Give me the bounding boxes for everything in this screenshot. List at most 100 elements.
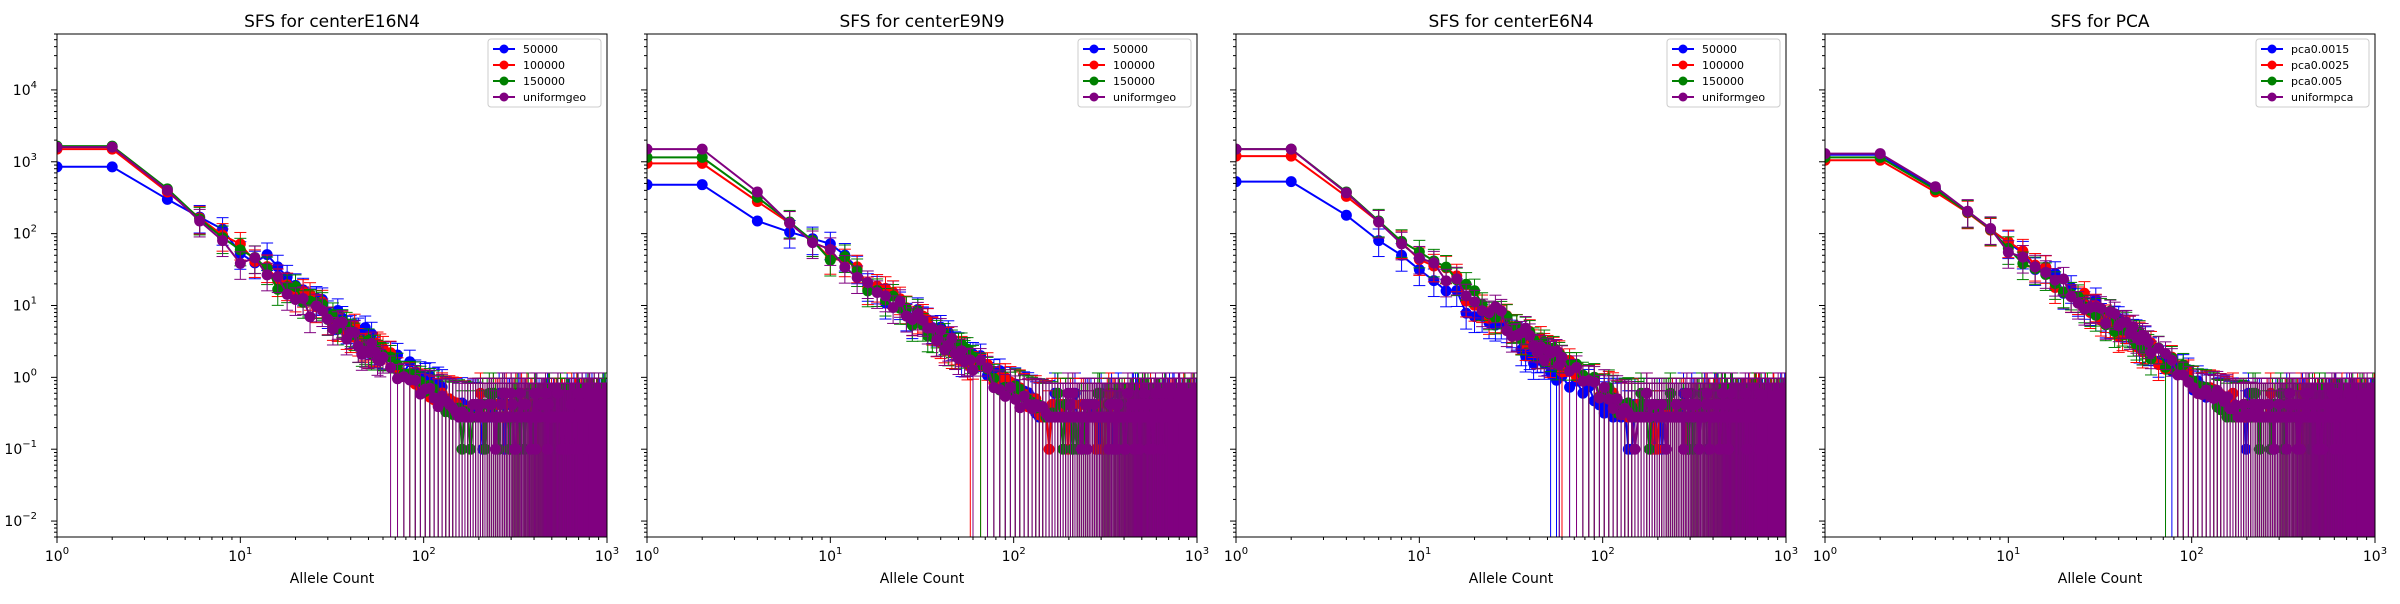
data-point bbox=[697, 179, 708, 190]
data-point bbox=[1113, 399, 1124, 410]
plot-area bbox=[52, 141, 613, 543]
plot-area bbox=[642, 144, 1203, 543]
x-tick-label: 101 bbox=[228, 546, 252, 565]
data-point bbox=[593, 388, 604, 399]
data-point bbox=[1089, 399, 1100, 410]
legend-label: 150000 bbox=[1113, 75, 1155, 88]
x-tick-label: 101 bbox=[818, 546, 842, 565]
legend-marker bbox=[500, 61, 509, 70]
data-point bbox=[272, 271, 283, 282]
legend-label: uniformgeo bbox=[523, 91, 586, 104]
data-point bbox=[107, 142, 118, 153]
chart-title: SFS for centerE9N9 bbox=[839, 12, 1004, 32]
legend-marker bbox=[500, 45, 509, 54]
x-tick-label: 102 bbox=[1002, 546, 1026, 565]
y-tick-label: 101 bbox=[13, 295, 37, 314]
legend: 50000 100000 150000 uniformgeo bbox=[1078, 39, 1191, 107]
data-point bbox=[880, 290, 891, 301]
data-point bbox=[1191, 444, 1202, 455]
data-point bbox=[410, 375, 421, 386]
data-point bbox=[377, 352, 388, 363]
x-tick-label: 103 bbox=[595, 546, 619, 565]
data-point bbox=[862, 277, 873, 288]
data-point bbox=[982, 362, 993, 373]
data-point bbox=[298, 293, 309, 304]
data-point bbox=[931, 335, 942, 346]
data-point bbox=[217, 235, 228, 246]
y-tick-label: 102 bbox=[13, 224, 37, 243]
data-point bbox=[946, 333, 957, 344]
legend-marker bbox=[500, 77, 509, 86]
x-tick-label: 102 bbox=[412, 546, 436, 565]
legend-marker bbox=[1090, 93, 1099, 102]
data-point bbox=[385, 362, 396, 373]
legend-label: uniformgeo bbox=[1113, 91, 1176, 104]
legend-label: 100000 bbox=[1113, 59, 1155, 72]
chart-panel-2: SFS for centerE9N9 100 101 102 103 Allele Cou… bbox=[635, 12, 1209, 587]
data-point bbox=[752, 215, 763, 226]
data-point bbox=[839, 262, 850, 273]
data-point bbox=[752, 186, 763, 197]
x-axis-label: Allele Count bbox=[290, 571, 375, 587]
legend-label: 50000 bbox=[1113, 43, 1148, 56]
data-point bbox=[1156, 444, 1167, 455]
data-point bbox=[495, 399, 506, 410]
data-point bbox=[1067, 388, 1078, 399]
data-point bbox=[895, 296, 906, 307]
data-point bbox=[305, 311, 316, 322]
data-point bbox=[1171, 444, 1182, 455]
data-point bbox=[935, 325, 946, 336]
data-point bbox=[967, 364, 978, 375]
data-point bbox=[322, 314, 333, 325]
data-point bbox=[543, 399, 554, 410]
series-4 bbox=[52, 142, 613, 543]
legend-marker bbox=[1090, 45, 1099, 54]
data-point bbox=[486, 399, 497, 410]
data-point bbox=[552, 388, 563, 399]
data-point bbox=[852, 272, 863, 283]
data-point bbox=[520, 399, 531, 410]
chart-title: SFS for centerE16N4 bbox=[244, 12, 420, 32]
data-point bbox=[542, 444, 553, 455]
data-point bbox=[349, 327, 360, 338]
x-tick-label: 103 bbox=[1185, 546, 1209, 565]
data-point bbox=[697, 144, 708, 155]
data-point bbox=[107, 161, 118, 172]
x-tick-label: 100 bbox=[635, 546, 659, 565]
data-point bbox=[1174, 388, 1185, 399]
y-tick-label: 10−1 bbox=[4, 439, 37, 458]
data-point bbox=[596, 444, 607, 455]
data-point bbox=[1005, 382, 1016, 393]
data-point bbox=[162, 185, 173, 196]
data-point bbox=[576, 444, 587, 455]
y-tick-label: 10−2 bbox=[4, 511, 37, 530]
data-point bbox=[593, 399, 604, 410]
data-point bbox=[1139, 388, 1150, 399]
plot-area bbox=[1231, 144, 1792, 543]
data-point bbox=[194, 215, 205, 226]
data-point bbox=[784, 218, 795, 229]
chart-title: SFS for centerE6N4 bbox=[1428, 12, 1593, 32]
data-point bbox=[825, 244, 836, 255]
legend-marker bbox=[500, 93, 509, 102]
data-point bbox=[424, 383, 435, 394]
data-point bbox=[965, 355, 976, 366]
legend-marker bbox=[1090, 61, 1099, 70]
x-tick-label: 100 bbox=[45, 546, 69, 565]
legend-label: 150000 bbox=[523, 75, 565, 88]
data-point bbox=[337, 317, 348, 328]
data-point bbox=[235, 258, 246, 269]
x-axis-label: Allele Count bbox=[880, 571, 965, 587]
series-4 bbox=[642, 144, 1203, 543]
data-point bbox=[1122, 388, 1133, 399]
data-point bbox=[507, 399, 518, 410]
data-point bbox=[540, 388, 551, 399]
legend-label: 50000 bbox=[523, 43, 558, 56]
data-point bbox=[262, 269, 273, 280]
data-point bbox=[249, 252, 260, 263]
data-point bbox=[490, 444, 501, 455]
data-point bbox=[515, 388, 526, 399]
